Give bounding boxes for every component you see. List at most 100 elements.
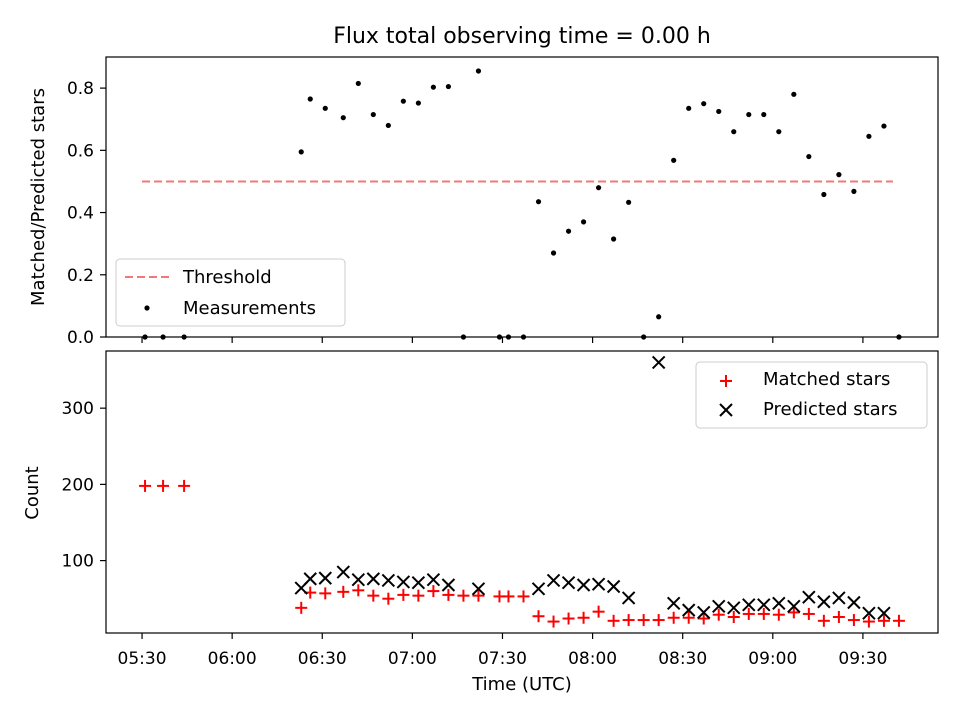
legend-threshold-label: Threshold <box>182 267 272 288</box>
count-y-tick-label: 100 <box>62 552 94 572</box>
count-x-ticks: 05:30 06:00 06:30 07:00 07:30 08:00 08:30 09:00… <box>118 633 887 669</box>
predicted-star-point <box>441 578 456 592</box>
predicted-star-point <box>336 565 350 579</box>
measurement-point <box>322 105 328 111</box>
legend-measurements-label: Measurements <box>183 298 316 319</box>
measurement-point <box>746 111 752 118</box>
ratio-y-tick-label: 0.8 <box>67 79 94 99</box>
matched-star-point <box>652 614 665 627</box>
measurement-point <box>761 111 767 118</box>
predicted-star-point <box>318 571 332 585</box>
ratio-axes-frame <box>105 56 939 338</box>
measurement-point <box>595 185 602 191</box>
predicted-star-point <box>411 575 426 590</box>
predicted-star-point <box>817 595 831 609</box>
matched-star-point <box>367 589 380 602</box>
matched-star-point <box>577 611 590 624</box>
predicted-star-point <box>787 599 801 614</box>
matched-star-point <box>877 614 890 627</box>
count-x-tick-label: 06:00 <box>208 649 257 669</box>
matched-star-point <box>772 608 785 621</box>
predicted-star-point <box>561 575 576 590</box>
matched-star-point <box>742 607 755 620</box>
matched-star-point <box>727 610 740 623</box>
count-y-axis-label: Count <box>22 466 43 519</box>
matched-star-point <box>412 589 425 602</box>
measurement-point <box>307 96 313 102</box>
measurement-point <box>791 91 797 97</box>
predicted-star-point <box>396 575 411 589</box>
matched-star-point <box>562 612 575 625</box>
predicted-star-point <box>381 573 396 588</box>
predicted-star-point <box>351 572 366 587</box>
predicted-star-point <box>426 572 441 587</box>
ratio-y-tick-label: 0.2 <box>67 266 94 286</box>
count-axes-frame <box>105 350 939 634</box>
measurement-point <box>701 101 707 107</box>
matched-star-point <box>319 587 332 600</box>
count-x-tick-label: 09:30 <box>838 649 887 669</box>
legend-matched-label: Matched stars <box>763 369 890 390</box>
matched-star-point <box>457 589 470 602</box>
matched-star-point <box>622 614 635 627</box>
matched-star-point <box>682 611 695 624</box>
measurement-point <box>851 188 857 194</box>
legend-predicted-label: Predicted stars <box>763 399 897 420</box>
matched-star-point <box>532 610 545 623</box>
ratio-legend: Threshold Measurements <box>115 258 346 327</box>
measurement-point <box>298 149 304 155</box>
count-x-tick-label: 08:30 <box>658 649 707 669</box>
matched-star-point <box>547 615 560 628</box>
predicted-star-point <box>591 577 606 591</box>
matched-star-point <box>757 607 770 620</box>
predicted-star-point <box>366 572 381 586</box>
predicted-star-point <box>832 591 846 605</box>
matched-star-point <box>502 590 515 603</box>
measurement-point <box>430 84 436 90</box>
matched-star-point <box>139 479 152 492</box>
matched-star-point <box>178 479 191 492</box>
predicted-star-point <box>621 591 636 605</box>
matched-star-point <box>697 612 710 625</box>
matched-star-point <box>667 611 680 624</box>
measurement-point <box>866 133 872 139</box>
ratio-y-ticks: 0.0 0.2 0.4 0.6 0.8 <box>67 79 106 348</box>
legend-matched-swatch <box>720 375 732 387</box>
figure-title: Flux total observing time = 0.00 h <box>333 24 711 49</box>
measurement-point <box>475 68 482 74</box>
matched-star-point <box>442 588 455 601</box>
predicted-star-point <box>576 578 591 592</box>
predicted-star-point <box>546 573 561 588</box>
count-legend: Matched stars Predicted stars <box>695 361 928 429</box>
measurement-point <box>370 111 376 118</box>
matched-star-point <box>607 614 620 627</box>
matched-star-point <box>892 614 905 627</box>
legend-measurements-swatch <box>144 305 150 311</box>
ratio-y-tick-label: 0.0 <box>67 328 94 348</box>
predicted-star-point <box>531 582 546 596</box>
count-x-tick-label: 07:00 <box>388 649 437 669</box>
count-x-axis-label: Time (UTC) <box>471 674 572 695</box>
predicted-star-point <box>742 598 756 612</box>
count-y-tick-label: 300 <box>62 399 94 419</box>
measurement-point <box>806 153 812 160</box>
count-legend-box <box>695 361 928 429</box>
predicted-star-point <box>862 606 876 620</box>
matched-star-point <box>847 614 860 627</box>
measurement-point <box>821 191 827 198</box>
predicted-star-point <box>666 596 681 610</box>
predicted-star-point <box>847 595 861 610</box>
predicted-star-point <box>712 599 726 614</box>
ratio-x-ticks <box>141 337 864 343</box>
predicted-star-point <box>606 579 621 594</box>
measurement-point <box>535 199 542 205</box>
matched-star-point <box>157 479 170 492</box>
measurement-point <box>400 98 406 104</box>
count-panel: 100 200 300 05:30 06:00 06:30 07:00 07:30 08:00… <box>22 350 939 695</box>
ratio-panel: 0.00.20.40.60.8 Matched/Predicted stars … <box>28 56 939 348</box>
measurement-point <box>445 83 452 90</box>
predicted-star-point <box>757 598 771 612</box>
ratio-y-tick-label: 0.4 <box>67 204 94 224</box>
predicted-star-point <box>727 601 741 615</box>
matched-star-point <box>817 614 830 627</box>
